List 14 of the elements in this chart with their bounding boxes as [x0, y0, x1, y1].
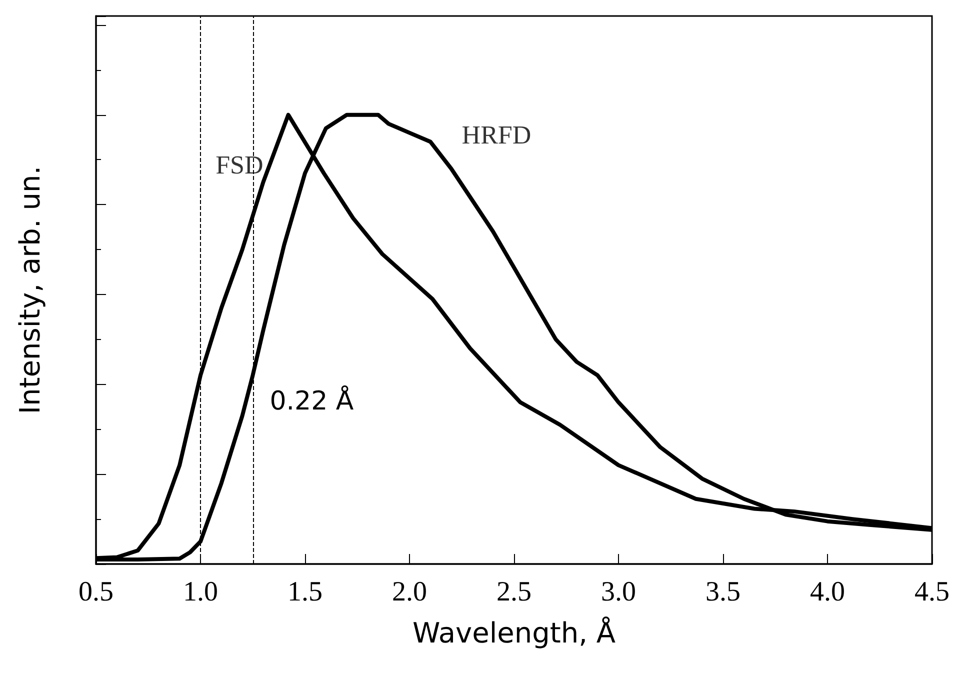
x-tick-label: 3.0	[601, 576, 636, 608]
series-label: HRFD	[462, 120, 532, 150]
annotation: 0.22 Å	[270, 384, 354, 416]
x-tick-label: 0.5	[78, 576, 114, 608]
x-tick-label: 2.0	[392, 576, 427, 608]
x-tick-label: 4.5	[914, 576, 950, 608]
x-tick-label: 1.5	[288, 576, 322, 608]
series-label: FSD	[216, 150, 264, 180]
x-tick-label: 3.5	[706, 576, 740, 608]
x-tick-label: 2.5	[496, 576, 532, 608]
y-axis-title: Intensity, arb. un.	[14, 166, 46, 414]
x-axis-title: Wavelength, Å	[412, 616, 616, 650]
x-tick-label: 4.0	[810, 576, 845, 608]
x-tick-label: 1.0	[183, 576, 218, 608]
